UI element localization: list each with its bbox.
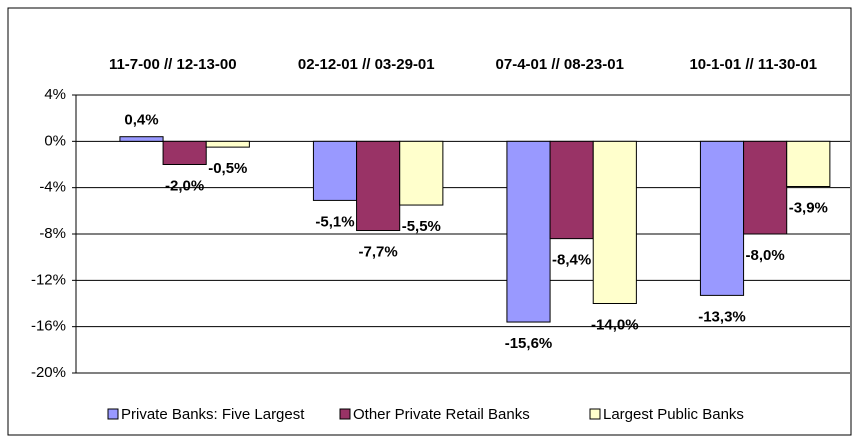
- y-tick-label: 0%: [44, 132, 66, 149]
- category-label: 02-12-01 // 03-29-01: [298, 56, 435, 73]
- data-label: -7,7%: [359, 243, 398, 260]
- legend-swatch: [339, 408, 351, 420]
- legend-label: Private Banks: Five Largest: [121, 406, 305, 423]
- data-label: -8,4%: [552, 252, 591, 269]
- legend-swatch: [107, 408, 119, 420]
- bar: [205, 140, 250, 148]
- data-label: -8,0%: [746, 247, 785, 264]
- bar: [699, 140, 745, 296]
- y-tick-label: -8%: [39, 225, 66, 242]
- bar: [549, 140, 594, 240]
- y-tick-label: 4%: [44, 86, 66, 103]
- data-label: -5,5%: [402, 218, 441, 235]
- legend-label: Largest Public Banks: [603, 406, 744, 423]
- data-label: -2,0%: [165, 177, 204, 194]
- data-label: -3,9%: [789, 199, 828, 216]
- data-label: -5,1%: [315, 213, 354, 230]
- y-tick-label: -16%: [31, 318, 66, 335]
- data-label: -13,3%: [698, 308, 746, 325]
- bar: [312, 140, 358, 201]
- bar: [356, 140, 401, 232]
- y-tick-label: -4%: [39, 179, 66, 196]
- data-label: -14,0%: [591, 316, 639, 333]
- bar: [786, 140, 831, 188]
- category-label: 10-1-01 // 11-30-01: [689, 56, 817, 73]
- bar: [506, 140, 551, 323]
- y-tick-label: -12%: [31, 271, 66, 288]
- category-label: 07-4-01 // 08-23-01: [496, 56, 624, 73]
- bar: [162, 140, 207, 165]
- bar: [119, 136, 164, 142]
- data-label: 0,4%: [124, 112, 158, 129]
- y-tick-label: -20%: [31, 364, 66, 381]
- legend-label: Other Private Retail Banks: [353, 406, 530, 423]
- bar: [399, 140, 444, 206]
- category-label: 11-7-00 // 12-13-00: [109, 56, 237, 73]
- data-label: -15,6%: [505, 335, 553, 352]
- legend-swatch: [589, 408, 601, 420]
- bar: [592, 140, 637, 304]
- data-label: -0,5%: [208, 160, 247, 177]
- bar: [743, 140, 788, 235]
